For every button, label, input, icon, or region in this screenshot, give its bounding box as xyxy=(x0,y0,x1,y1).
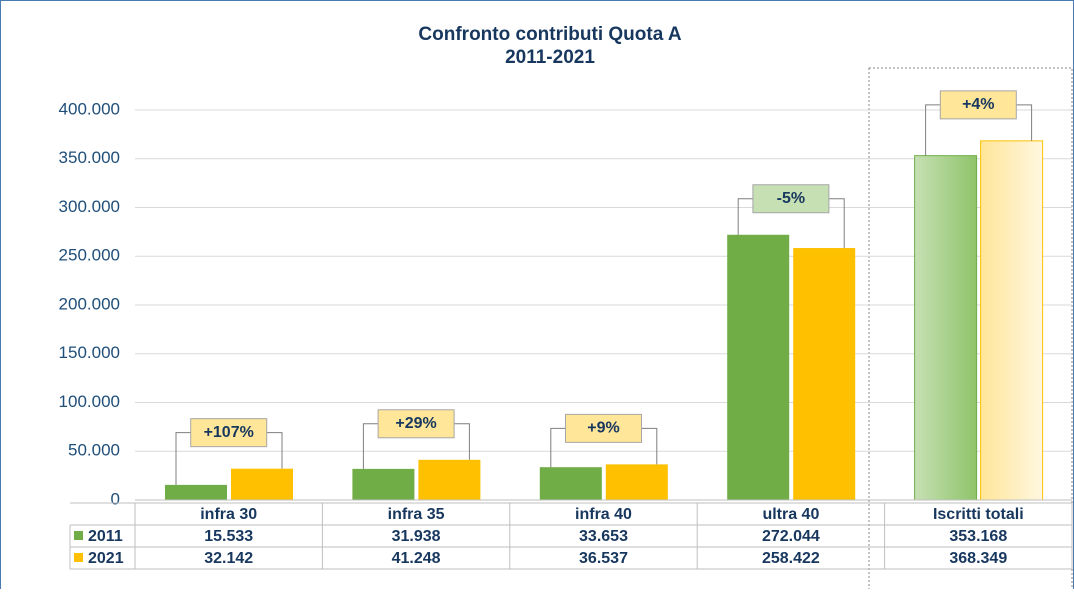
bar xyxy=(793,248,856,500)
bar xyxy=(418,459,481,500)
bar xyxy=(352,468,415,500)
x-tick-label: Iscritti totali xyxy=(933,506,1024,523)
data-label: 36.537 xyxy=(579,550,628,567)
bar xyxy=(231,468,293,500)
annotation: +29% xyxy=(395,415,436,432)
x-tick-label: infra 35 xyxy=(388,506,445,523)
annotation: -5% xyxy=(777,190,805,207)
data-label: 32.142 xyxy=(204,550,253,567)
annotation-box xyxy=(565,413,642,443)
bar xyxy=(539,467,602,500)
data-label: 31.938 xyxy=(392,528,441,545)
y-tick-label: 200.000 xyxy=(59,294,120,313)
annotation: +9% xyxy=(587,420,619,437)
data-label: 258.422 xyxy=(762,550,820,567)
y-tick-label: 250.000 xyxy=(59,246,120,265)
y-tick-label: 300.000 xyxy=(59,197,120,216)
data-label: 353.168 xyxy=(949,528,1007,545)
legend-label: 2021 xyxy=(88,550,124,567)
legend-label: 2011 xyxy=(88,528,123,545)
chart-title: Confronto contributi Quota A xyxy=(418,24,681,45)
data-label: 33.653 xyxy=(579,528,628,545)
y-tick-label: 0 xyxy=(111,489,120,508)
x-tick-label: infra 40 xyxy=(575,506,632,523)
y-tick-label: 50.000 xyxy=(68,441,120,460)
highlight-box xyxy=(868,67,1073,594)
bar xyxy=(980,140,1044,501)
y-tick-label: 400.000 xyxy=(59,99,120,118)
annotation-box xyxy=(939,90,1017,120)
y-tick-label: 150.000 xyxy=(59,343,120,362)
annotation: +4% xyxy=(962,96,994,113)
annotation: +107% xyxy=(204,424,254,441)
data-label: 368.349 xyxy=(949,550,1007,567)
x-tick-label: ultra 40 xyxy=(762,506,819,523)
y-tick-label: 350.000 xyxy=(59,148,120,167)
legend-swatch xyxy=(74,553,83,562)
annotation-box xyxy=(752,184,830,214)
y-tick-label: 100.000 xyxy=(59,392,120,411)
bar xyxy=(914,155,978,501)
annotation-box xyxy=(377,409,455,439)
data-label: 15.533 xyxy=(204,528,253,545)
x-tick-label: infra 30 xyxy=(200,506,257,523)
chart-subtitle: 2011-2021 xyxy=(505,47,595,68)
legend-swatch xyxy=(74,531,83,540)
data-label: 41.248 xyxy=(392,550,441,567)
bar xyxy=(165,484,227,500)
annotation-box xyxy=(190,418,268,448)
bar xyxy=(605,464,668,500)
data-label: 272.044 xyxy=(762,528,820,545)
bar xyxy=(727,234,790,501)
